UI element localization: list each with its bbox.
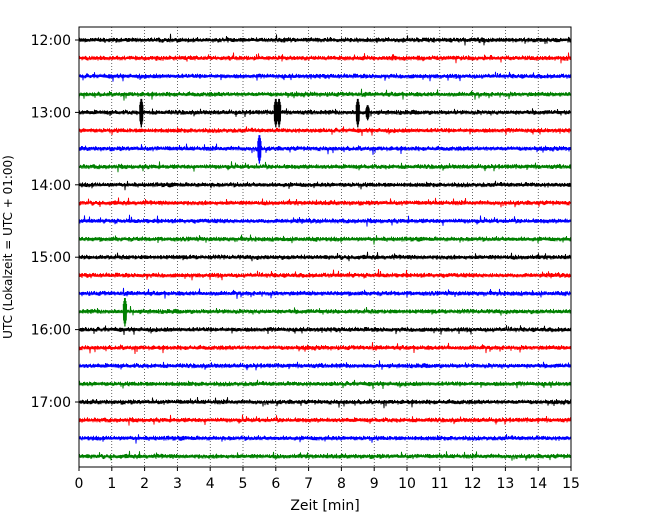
x-tick-label-0: 0 — [75, 476, 84, 492]
trace-1230 — [78, 71, 572, 82]
event-1 — [273, 98, 278, 128]
x-tick-label-12: 12 — [464, 476, 482, 492]
y-tick-label-1200: 12:00 — [31, 33, 71, 49]
trace-1530 — [78, 287, 572, 299]
helicorder-traces — [78, 33, 572, 461]
trace-1730 — [78, 434, 572, 444]
minute-grid — [111, 27, 539, 467]
x-tick-label-2: 2 — [140, 476, 149, 492]
trace-1545 — [78, 306, 572, 316]
trace-1500 — [78, 251, 572, 262]
y-tick-label-1300: 13:00 — [31, 105, 71, 121]
trace-1430 — [78, 214, 572, 227]
event-3 — [355, 98, 360, 128]
plot-area-frame — [78, 26, 572, 468]
event-0 — [139, 98, 144, 128]
x-tick-label-15: 15 — [562, 476, 580, 492]
trace-1415 — [78, 197, 572, 208]
x-tick-label-9: 9 — [370, 476, 379, 492]
y-axis-label: UTC (Lokalzeit = UTC + 01:00) — [1, 155, 15, 339]
x-tick-label-13: 13 — [496, 476, 514, 492]
x-tick-label-3: 3 — [173, 476, 182, 492]
trace-1330 — [78, 143, 572, 155]
trace-1645 — [78, 379, 572, 390]
trace-1745 — [78, 450, 572, 461]
x-tick-label-10: 10 — [398, 476, 416, 492]
trace-1615 — [78, 342, 572, 354]
trace-1400 — [78, 180, 572, 191]
trace-1600 — [78, 325, 572, 336]
trace-1200 — [78, 33, 572, 46]
trace-1630 — [78, 360, 572, 371]
trace-1345 — [78, 161, 572, 173]
trace-1315 — [78, 126, 572, 136]
x-tick-label-7: 7 — [304, 476, 313, 492]
trace-1245 — [78, 88, 572, 101]
x-tick-label-11: 11 — [431, 476, 449, 492]
trace-1445 — [78, 234, 572, 245]
x-axis-ticks: 0 1 2 3 4 5 6 7 8 9 10 11 12 13 14 15 — [75, 467, 580, 492]
y-tick-label-1700: 17:00 — [31, 395, 71, 411]
x-tick-label-8: 8 — [337, 476, 346, 492]
x-tick-label-6: 6 — [271, 476, 280, 492]
event-5 — [257, 135, 262, 164]
x-tick-label-14: 14 — [529, 476, 547, 492]
y-axis-ticks: 12:00 13:00 14:00 15:00 16:00 17:00 — [31, 33, 79, 411]
x-tick-label-4: 4 — [206, 476, 215, 492]
y-tick-label-1600: 16:00 — [31, 323, 71, 339]
x-axis-label: Zeit [min] — [290, 498, 359, 514]
trace-1215 — [78, 52, 572, 64]
event-4 — [365, 105, 370, 121]
x-tick-label-5: 5 — [239, 476, 248, 492]
trace-1300 — [78, 106, 572, 117]
y-tick-label-1500: 15:00 — [31, 250, 71, 266]
event-2 — [276, 98, 282, 128]
event-6 — [122, 297, 128, 327]
x-tick-label-1: 1 — [107, 476, 116, 492]
y-tick-label-1400: 14:00 — [31, 178, 71, 194]
trace-1515 — [78, 269, 572, 281]
trace-1715 — [78, 414, 572, 426]
trace-1700 — [78, 396, 572, 409]
